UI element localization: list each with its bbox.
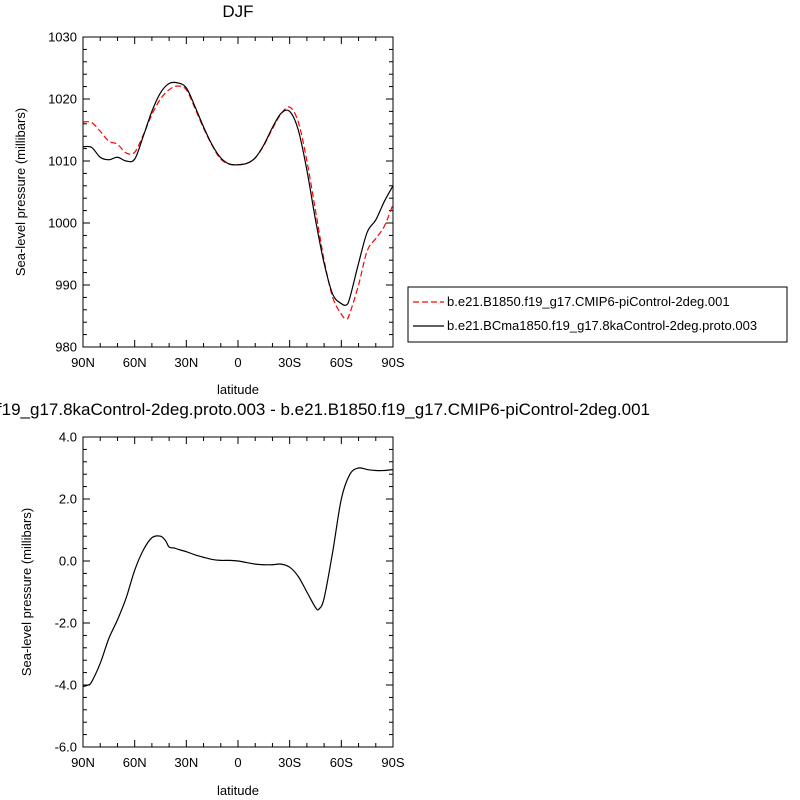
top-y-tick-label: 1020: [48, 92, 77, 107]
series-group-top: [82, 81, 394, 320]
legend-entry-cmip6: b.e21.B1850.f19_g17.CMIP6-piControl-2deg…: [447, 294, 730, 309]
top-x-tick-label: 60S: [330, 355, 353, 370]
series-group-bottom: [82, 467, 394, 688]
legend: b.e21.B1850.f19_g17.CMIP6-piControl-2deg…: [407, 286, 788, 343]
top-x-tick-label: 0: [234, 355, 241, 370]
y-axis-label-bottom: Sea-level pressure (millibars): [19, 508, 34, 676]
bottom-series-line-0: [82, 467, 394, 688]
bottom-y-tick-label: 4.0: [59, 430, 77, 445]
bottom-x-tick-label: 30S: [278, 755, 301, 770]
legend-entry-8ka: b.e21.BCma1850.f19_g17.8kaControl-2deg.p…: [447, 318, 757, 333]
top-series-line-1: [82, 81, 394, 306]
top-y-tick-label: 990: [55, 278, 77, 293]
bottom-y-tick-label: -6.0: [55, 740, 77, 755]
bottom-y-tick-label: -2.0: [55, 616, 77, 631]
top-y-tick-label: 1030: [48, 30, 77, 45]
panel-djf: DJF Sea-level pressure (millibars) latit…: [13, 2, 405, 397]
top-x-tick-label: 90N: [71, 355, 95, 370]
bottom-x-tick-label: 90N: [71, 755, 95, 770]
axis-ticks-bottom: 90N 60N 30N 0 30S 60S 90S -6.0 -4.0 -2.0 0.0 2.0 4.0: [55, 430, 405, 771]
top-y-tick-label: 980: [55, 340, 77, 355]
axis-ticks-top: 90N 60N 30N 0 30S 60S 90S 980 990 1000 1010 1020 103…: [48, 30, 405, 371]
plot-frame-top: [82, 36, 394, 348]
bottom-x-tick-label: 30N: [174, 755, 198, 770]
panel-difference: b.e21.BCma1850.f19_g17.8kaControl-2deg.p…: [0, 400, 650, 798]
top-series-line-0: [82, 85, 394, 320]
bottom-y-tick-label: 0.0: [59, 554, 77, 569]
y-axis-label-top: Sea-level pressure (millibars): [13, 108, 28, 276]
chart-title-djf: DJF: [222, 2, 253, 21]
x-axis-label-top: latitude: [217, 382, 259, 397]
bottom-x-tick-label: 90S: [381, 755, 404, 770]
top-x-tick-label: 30N: [174, 355, 198, 370]
bottom-x-tick-label: 0: [234, 755, 241, 770]
top-x-tick-label: 90S: [381, 355, 404, 370]
bottom-x-tick-label: 60S: [330, 755, 353, 770]
x-axis-label-bottom: latitude: [217, 783, 259, 798]
top-x-tick-label: 30S: [278, 355, 301, 370]
top-y-tick-label: 1000: [48, 216, 77, 231]
bottom-y-tick-label: -4.0: [55, 678, 77, 693]
top-y-tick-label: 1010: [48, 154, 77, 169]
top-x-tick-label: 60N: [123, 355, 147, 370]
legend-box: [407, 286, 788, 343]
chart-title-difference: b.e21.BCma1850.f19_g17.8kaControl-2deg.p…: [0, 400, 650, 419]
bottom-x-tick-label: 60N: [123, 755, 147, 770]
bottom-y-tick-label: 2.0: [59, 492, 77, 507]
plot-frame-bottom: [82, 436, 394, 748]
